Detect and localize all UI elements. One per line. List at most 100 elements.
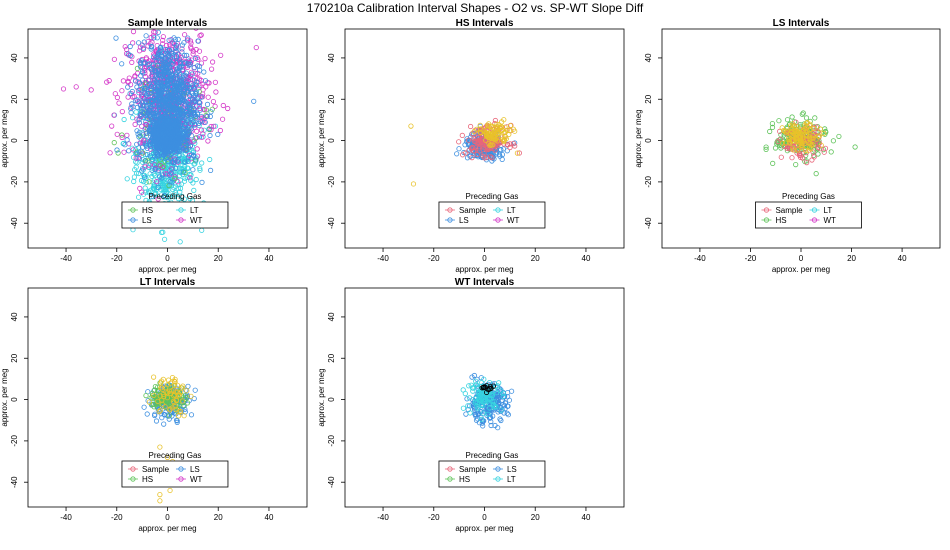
point-ls bbox=[151, 110, 157, 117]
point-ls bbox=[204, 113, 210, 119]
point-ls bbox=[149, 140, 155, 147]
point-hs bbox=[800, 110, 806, 116]
point-yellow bbox=[808, 142, 815, 148]
point-ls bbox=[195, 38, 201, 44]
point-wt bbox=[217, 127, 223, 134]
point-sample bbox=[789, 155, 795, 161]
outlier-point bbox=[144, 411, 150, 417]
legend-key-marker bbox=[447, 207, 453, 213]
y-tick-label: -40 bbox=[644, 217, 653, 229]
point-ls bbox=[137, 129, 143, 135]
point-ls bbox=[176, 57, 182, 63]
legend-key-marker bbox=[178, 217, 184, 223]
point-lt bbox=[199, 227, 205, 233]
x-tick-label: 40 bbox=[265, 513, 274, 522]
point-ls bbox=[488, 419, 494, 425]
point-lt bbox=[188, 172, 194, 178]
point-lt bbox=[476, 395, 482, 401]
legend-title: Preceding Gas bbox=[782, 192, 835, 201]
point-sample bbox=[472, 127, 478, 133]
point-ls bbox=[138, 148, 144, 154]
point-wt bbox=[212, 103, 218, 109]
x-axis-label: approx. per meg bbox=[138, 524, 196, 533]
y-tick-label: 0 bbox=[10, 397, 19, 402]
point-ls bbox=[189, 120, 195, 126]
legend-key-marker bbox=[763, 207, 770, 213]
point-wt bbox=[107, 150, 113, 156]
point-ls bbox=[454, 151, 460, 157]
point-wt bbox=[145, 43, 151, 49]
point-lt bbox=[159, 229, 165, 235]
point-ls bbox=[128, 110, 134, 116]
point-ls bbox=[183, 80, 189, 86]
point-ls bbox=[166, 37, 172, 43]
point-hs bbox=[156, 162, 162, 168]
point-lt bbox=[193, 176, 199, 183]
point-sample bbox=[456, 139, 462, 145]
figure-title: 170210a Calibration Interval Shapes - O2… bbox=[307, 1, 644, 15]
point-ls bbox=[157, 118, 163, 124]
point-lt bbox=[486, 401, 493, 407]
point-ls bbox=[172, 84, 178, 90]
point-wt bbox=[111, 56, 118, 62]
point-hs bbox=[767, 128, 773, 135]
point-ls bbox=[201, 69, 207, 75]
point-lt bbox=[491, 404, 497, 410]
legend-key-marker bbox=[495, 476, 501, 482]
legend-key-marker bbox=[447, 476, 453, 482]
point-ls bbox=[183, 135, 189, 141]
point-yellow bbox=[783, 129, 789, 135]
point-ls bbox=[134, 141, 140, 147]
point-yellow bbox=[159, 385, 165, 391]
point-ls bbox=[174, 418, 180, 424]
point-lt bbox=[184, 174, 190, 180]
point-lt bbox=[141, 172, 147, 178]
point-ls bbox=[190, 84, 197, 90]
point-ls bbox=[170, 105, 176, 111]
point-ls bbox=[148, 46, 154, 52]
legend-box bbox=[755, 201, 862, 229]
legend: Preceding Gas Sample LS HS WT bbox=[121, 451, 229, 488]
point-ls bbox=[160, 63, 166, 69]
point-wt bbox=[194, 146, 200, 152]
point-lt bbox=[182, 196, 188, 202]
point-sample bbox=[459, 132, 465, 138]
point-wt bbox=[220, 102, 226, 109]
point-ls bbox=[137, 112, 143, 118]
point-sample bbox=[480, 145, 486, 151]
point-ls bbox=[190, 119, 197, 125]
point-ls bbox=[138, 111, 144, 117]
point-yellow bbox=[810, 135, 816, 141]
point-yellow bbox=[164, 395, 170, 401]
point-ls bbox=[473, 417, 480, 423]
point-lt bbox=[467, 410, 473, 416]
point-ls bbox=[159, 155, 165, 161]
y-tick-label: 40 bbox=[10, 53, 19, 62]
point-ls bbox=[143, 119, 149, 125]
panel-3: LS Intervals -40 -20 0 20 40 -40 -20 0 20 40 approx… bbox=[634, 18, 941, 274]
point-wt bbox=[167, 171, 173, 177]
point-ls bbox=[139, 68, 146, 74]
point-wt bbox=[157, 3, 161, 7]
point-ls bbox=[176, 72, 183, 78]
point-hs bbox=[148, 395, 154, 401]
point-hs bbox=[789, 114, 795, 120]
point-hs bbox=[166, 413, 172, 419]
point-yellow bbox=[790, 123, 796, 129]
x-tick-label: 20 bbox=[531, 513, 540, 522]
y-tick-label: 0 bbox=[327, 138, 336, 143]
outlier-point bbox=[73, 84, 79, 90]
point-ls bbox=[176, 132, 183, 138]
point-hs bbox=[812, 115, 818, 121]
point-ls bbox=[158, 44, 164, 50]
point-ls bbox=[196, 63, 203, 69]
legend-entry-label: LT bbox=[507, 475, 516, 484]
point-ls bbox=[150, 63, 156, 69]
point-wt bbox=[194, 128, 200, 134]
point-ls bbox=[119, 61, 125, 67]
y-tick-label: 20 bbox=[327, 353, 336, 362]
point-wt bbox=[130, 29, 137, 35]
legend-entry-label: HS bbox=[459, 475, 470, 484]
point-sample bbox=[507, 141, 513, 147]
point-ls bbox=[202, 78, 209, 84]
